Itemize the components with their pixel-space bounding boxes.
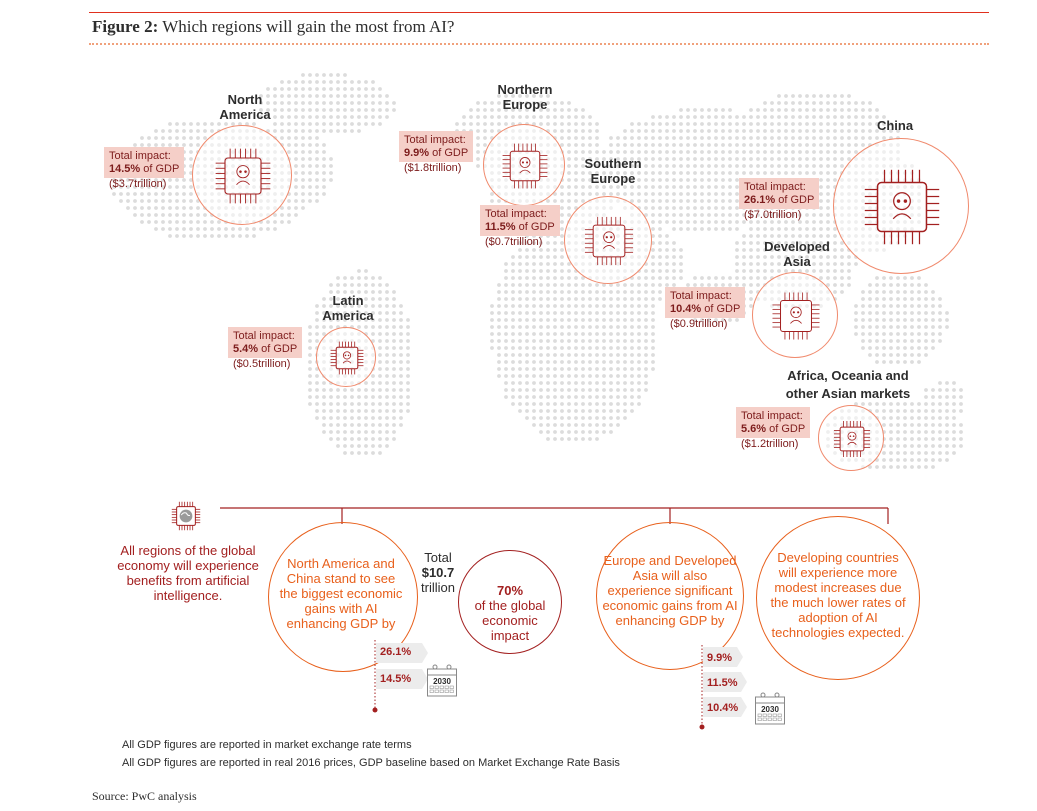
na-china-text: North America and China stand to see the… [279, 556, 403, 631]
na-china-bubble [268, 522, 418, 672]
ai-chip-icon [330, 341, 364, 375]
share-text: 70% of the global economic impact [474, 583, 546, 643]
ai-chip-icon [772, 292, 820, 340]
bars-right [699, 645, 747, 730]
bar-right-2: 11.5% [707, 677, 738, 689]
figure-title: Figure 2: Which regions will gain the mo… [92, 17, 455, 36]
region-badge-north-america [192, 125, 292, 225]
region-badge-china [833, 138, 969, 274]
region-badge-latin-america [316, 327, 376, 387]
region-name-northern-europe: Northern Europe [497, 82, 553, 112]
bar-right-3: 10.4% [707, 702, 739, 714]
calendar-icon: 2030 [426, 664, 458, 698]
ai-chip-icon [833, 420, 871, 458]
region-name-africa-oceania: Africa, Oceania and other Asian markets [785, 368, 911, 401]
all-regions-text: All regions of the global economy will e… [117, 543, 259, 603]
impact-northern-europe: Total impact: 9.9% of GDP ($1.8trillion) [399, 131, 474, 175]
europe-asia-text: Europe and Developed Asia will also expe… [602, 553, 738, 628]
note-1: All GDP figures are reported in market e… [122, 739, 412, 751]
region-name-developed-asia: Developed Asia [764, 239, 830, 269]
region-badge-northern-europe [483, 124, 565, 206]
title-rule [89, 12, 989, 13]
share-bubble [458, 550, 562, 654]
dotted-divider [89, 43, 989, 45]
region-name-north-america: North America [219, 92, 271, 122]
calendar-icon: 2030 [754, 692, 786, 726]
region-name-china: China [876, 118, 914, 133]
ai-chip-icon [502, 143, 548, 189]
region-name-latin-america: Latin America [322, 293, 374, 323]
impact-latin-america: Total impact: 5.4% of GDP ($0.5trillion) [228, 327, 303, 371]
region-badge-africa-oceania [818, 405, 884, 471]
bar-right-1: 9.9% [707, 652, 733, 664]
europe-asia-bubble [596, 522, 744, 670]
bars-left [372, 640, 428, 713]
developing-bubble [756, 516, 920, 680]
region-badge-southern-europe [564, 196, 652, 284]
ai-chip-icon [584, 216, 634, 266]
note-2: All GDP figures are reported in real 201… [122, 757, 620, 769]
ai-chip-icon [864, 169, 940, 245]
bar-left-2: 14.5% [380, 673, 412, 685]
impact-china: Total impact: 26.1% of GDP ($7.0trillion) [739, 178, 820, 222]
impact-africa-oceania: Total impact: 5.6% of GDP ($1.2trillion) [736, 407, 811, 451]
globe-chip-icon [160, 490, 212, 542]
total-label: Total $10.7 trillion [421, 550, 455, 595]
source-note: Source: PwC analysis [92, 789, 197, 803]
bar-left-1: 26.1% [380, 646, 412, 658]
region-badge-developed-asia [752, 272, 838, 358]
impact-southern-europe: Total impact: 11.5% of GDP ($0.7trillion) [480, 205, 560, 249]
ai-chip-icon [215, 148, 271, 204]
impact-developed-asia: Total impact: 10.4% of GDP ($0.9trillion) [665, 287, 746, 331]
region-name-southern-europe: Southern Europe [584, 156, 642, 186]
impact-north-america: Total impact: 14.5% of GDP ($3.7trillion) [104, 147, 185, 191]
developing-text: Developing countries will experience mor… [770, 550, 906, 640]
